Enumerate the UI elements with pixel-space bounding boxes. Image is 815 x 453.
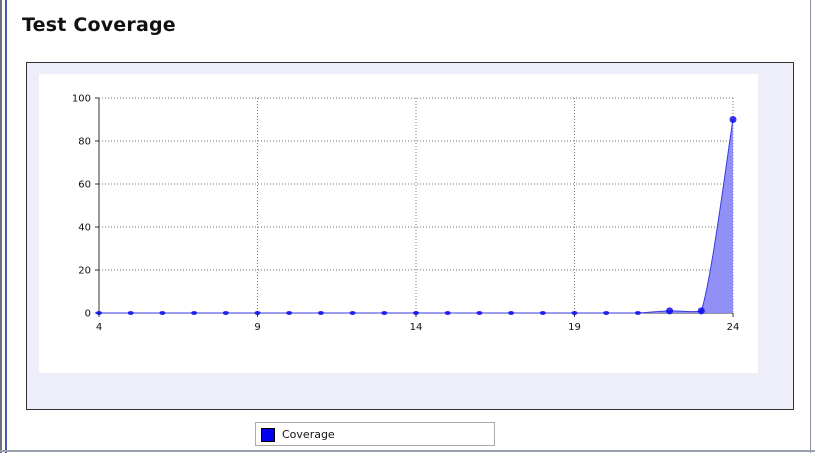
x-tick-label-9: 9 bbox=[254, 322, 260, 333]
x-tick-label-14: 14 bbox=[410, 322, 423, 333]
plot-background bbox=[39, 74, 758, 373]
data-point-21 bbox=[634, 311, 641, 315]
window-border-right bbox=[810, 0, 811, 453]
window-border-left-outer bbox=[0, 0, 2, 453]
x-tick-label-19: 19 bbox=[568, 322, 581, 333]
data-point-10 bbox=[286, 311, 293, 315]
data-point-5 bbox=[127, 311, 134, 315]
chart-panel bbox=[26, 62, 794, 410]
chart-legend: Coverage bbox=[255, 422, 495, 446]
data-point-20 bbox=[603, 311, 610, 315]
data-point-6 bbox=[159, 311, 166, 315]
data-point-18 bbox=[539, 311, 546, 315]
data-point-24 bbox=[729, 116, 737, 123]
series-area-coverage bbox=[99, 119, 733, 313]
window-border-bottom bbox=[0, 450, 815, 452]
data-point-8 bbox=[222, 311, 229, 315]
window-border-left-inner bbox=[5, 0, 7, 453]
data-point-23 bbox=[697, 307, 705, 315]
y-tick-label-20: 20 bbox=[78, 266, 91, 277]
data-point-4 bbox=[96, 311, 102, 315]
data-point-7 bbox=[191, 311, 198, 315]
data-point-11 bbox=[317, 311, 324, 315]
y-tick-label-100: 100 bbox=[72, 94, 91, 105]
data-point-15 bbox=[444, 311, 451, 315]
data-point-16 bbox=[476, 311, 483, 315]
data-point-19 bbox=[571, 311, 578, 315]
x-tick-label-4: 4 bbox=[96, 322, 102, 333]
page-title: Test Coverage bbox=[22, 14, 176, 36]
series-line-coverage bbox=[99, 119, 734, 314]
data-point-17 bbox=[508, 311, 515, 315]
data-point-12 bbox=[349, 311, 356, 315]
y-tick-label-40: 40 bbox=[78, 223, 91, 234]
data-point-13 bbox=[381, 311, 388, 315]
data-point-14 bbox=[413, 311, 419, 315]
legend-swatch-coverage bbox=[261, 428, 275, 442]
y-tick-label-60: 60 bbox=[78, 180, 91, 191]
data-point-9 bbox=[254, 311, 261, 315]
data-point-22 bbox=[666, 307, 674, 315]
y-tick-label-0: 0 bbox=[85, 309, 91, 320]
legend-label-coverage: Coverage bbox=[282, 428, 335, 441]
x-tick-label-24: 24 bbox=[727, 322, 740, 333]
y-tick-label-80: 80 bbox=[78, 137, 91, 148]
